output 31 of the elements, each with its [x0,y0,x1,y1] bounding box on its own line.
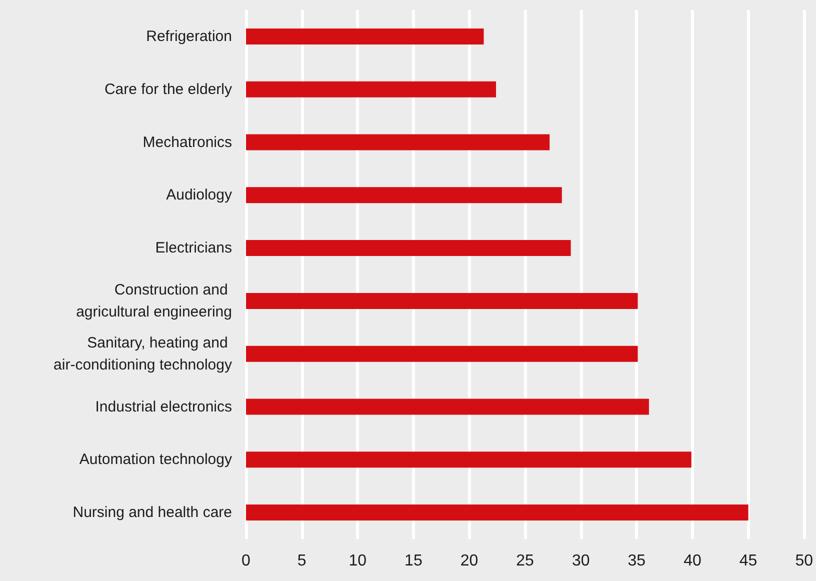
bar [246,134,550,150]
x-tick-label: 40 [684,552,702,570]
y-tick-label: Sanitary, heating and air-conditioning technology [54,334,232,374]
bar [246,504,748,521]
y-tick-label: Mechatronics [142,134,232,151]
x-tick-label: 10 [348,552,367,570]
x-tick-label: 5 [297,552,306,570]
bar [246,81,496,98]
x-tick-label: 0 [242,552,251,570]
bar [246,346,638,362]
x-tick-label: 30 [572,552,590,570]
bar [246,452,692,468]
bar [246,187,562,204]
y-tick-label: Automation technology [79,451,232,468]
y-tick-label: Electricians [155,240,232,257]
bar [246,398,649,415]
y-tick-label: Refrigeration [146,28,232,45]
y-tick-label: Construction and agricultural engineering [76,281,232,320]
x-tick-label: 20 [460,552,478,570]
y-tick-label: Care for the elderly [104,80,232,98]
bar [246,28,484,44]
y-tick-label: Industrial electronics [95,398,232,416]
y-tick-label: Nursing and health care [72,504,232,522]
x-tick-label: 45 [739,552,758,570]
y-tick-label: Audiology [166,186,232,204]
x-tick-label: 15 [404,552,422,570]
bar [246,240,571,256]
x-tick-label: 35 [628,552,646,570]
x-tick-label: 25 [516,552,534,570]
x-tick-label: 50 [795,552,814,570]
bar [246,292,638,309]
